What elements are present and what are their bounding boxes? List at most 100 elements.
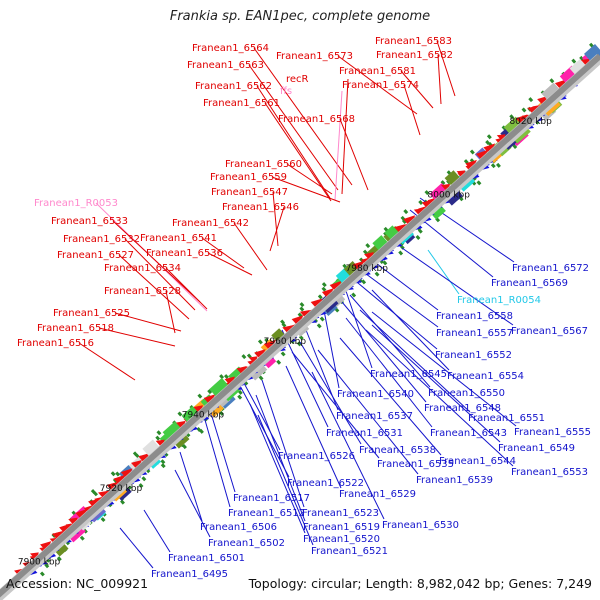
- gene-label: Franean1_6567: [511, 326, 588, 337]
- gene-label: Franean1_6532: [63, 234, 140, 245]
- locus-tick: [258, 375, 264, 381]
- locus-tick: [115, 471, 121, 477]
- gene-leader-line: [400, 70, 434, 109]
- locus-tick: [207, 389, 213, 395]
- gene-label: Franean1_6529: [339, 489, 416, 500]
- gene-label: Franean1_6582: [376, 50, 453, 61]
- gene-label: Franean1_6537: [336, 411, 413, 422]
- genome-backbone: [0, 53, 600, 600]
- forward-gene-arrow: [483, 143, 496, 155]
- gene-label: Franean1_6531: [326, 428, 403, 439]
- gene-label: Franean1_6573: [276, 51, 353, 62]
- gene-leader-line: [98, 327, 176, 347]
- forward-gene-arrow: [554, 79, 567, 91]
- gene-label: Franean1_6517: [233, 493, 310, 504]
- gene-leader-line: [179, 451, 203, 522]
- locus-tick: [296, 341, 302, 347]
- locus-tick: [141, 476, 147, 482]
- gene-label: Franean1_6561: [203, 98, 280, 109]
- leader-line-layer: [78, 40, 517, 569]
- gene-leader-line: [201, 237, 245, 269]
- gene-label: Franean1_6558: [436, 311, 513, 322]
- gene-leader-line: [143, 509, 171, 553]
- locus-tick: [90, 489, 96, 495]
- locus-tick: [490, 163, 496, 169]
- gene-leader-line: [317, 349, 419, 475]
- gene-label: Franean1_6534: [104, 263, 181, 274]
- locus-tick: [100, 517, 106, 523]
- forward-gene-arrow: [106, 482, 118, 493]
- gene-label-layer: Franean1_6583 Franean1_6564 Franean1_6573 F…: [17, 36, 591, 580]
- forward-gene-arrow: [537, 95, 549, 107]
- locus-tick: [398, 250, 404, 256]
- forward-gene-arrow: [51, 531, 63, 542]
- locus-tick: [316, 323, 322, 329]
- gene-label: Franean1_6562: [195, 81, 272, 92]
- forward-gene-arrow: [88, 499, 99, 509]
- forward-gene-arrow: [224, 376, 236, 387]
- gene-label: Franean1_6546: [222, 202, 299, 213]
- locus-tick: [579, 55, 585, 61]
- locus-tick: [120, 499, 125, 505]
- gene-label: Franean1_6543: [430, 428, 507, 439]
- locus-tick: [276, 359, 282, 365]
- gene-leader-line: [291, 351, 380, 459]
- gene-label: Franean1_6559: [210, 172, 287, 183]
- gene-leader-line: [365, 329, 514, 467]
- gene-label: Franean1_6528: [104, 286, 181, 297]
- gene-leader-line: [427, 249, 460, 295]
- forward-gene-arrow: [465, 159, 477, 171]
- locus-tick: [382, 260, 388, 266]
- gene-leader-line: [371, 324, 501, 443]
- locus-tick: [219, 410, 225, 416]
- locus-tick: [156, 430, 162, 436]
- gene-label: Franean1_6552: [435, 350, 512, 361]
- gene-leader-line: [339, 337, 442, 456]
- locus-tick: [486, 134, 492, 140]
- scale-label-layer: 7900 kbp 7920 kbp 7940 kbp 7960 kbp 7980 kbp…: [18, 117, 552, 567]
- gene-label: Franean1_6533: [51, 216, 128, 227]
- gene-leader-line: [359, 309, 471, 413]
- gene-leader-line: [334, 90, 343, 201]
- forward-gene-arrow: [515, 114, 528, 126]
- locus-tick: [257, 339, 263, 345]
- scale-label: 7900 kbp: [18, 557, 61, 567]
- gene-leader-line: [311, 371, 385, 520]
- forward-gene-arrow: [263, 339, 277, 352]
- gene-label: Franean1_6544: [439, 456, 516, 467]
- locus-tick: [485, 140, 491, 146]
- locus-tick: [440, 180, 446, 186]
- locus-tick: [39, 571, 45, 577]
- locus-tick: [571, 58, 577, 64]
- gene-label: Franean1_6501: [168, 553, 245, 564]
- gene-label: Franean1_6502: [208, 538, 285, 549]
- forward-gene-arrow: [120, 468, 133, 480]
- gene-label: recR: [286, 74, 309, 85]
- gene-leader-line: [299, 341, 362, 445]
- gene-feature-box: [162, 421, 185, 443]
- gene-leader-line: [261, 379, 305, 508]
- gene-feature-box: [181, 406, 202, 426]
- gene-leader-line: [253, 47, 353, 186]
- scale-label: 7940 kbp: [182, 411, 225, 421]
- locus-tick: [476, 180, 482, 186]
- gene-leader-line: [341, 301, 427, 403]
- summary-text: Topology: circular; Length: 8,982,042 bp…: [248, 576, 592, 591]
- forward-gene-arrow: [236, 365, 247, 376]
- gene-label: Franean1_6530: [382, 520, 459, 531]
- gene-leader-line: [256, 85, 331, 199]
- forward-gene-arrow: [421, 199, 433, 210]
- backbone-line: [0, 53, 600, 598]
- gene-leader-line: [371, 289, 450, 371]
- locus-tick: [196, 426, 202, 432]
- gene-label: Franean1_6542: [172, 218, 249, 229]
- gene-leader-line: [281, 329, 329, 428]
- gene-leader-line: [345, 317, 433, 428]
- gene-leader-line: [165, 267, 208, 310]
- gene-feature-box: [209, 377, 233, 401]
- forward-gene-arrow: [321, 288, 334, 300]
- gene-label: Franean1_6572: [512, 263, 589, 274]
- locus-tick: [110, 471, 116, 477]
- locus-tick: [79, 535, 85, 541]
